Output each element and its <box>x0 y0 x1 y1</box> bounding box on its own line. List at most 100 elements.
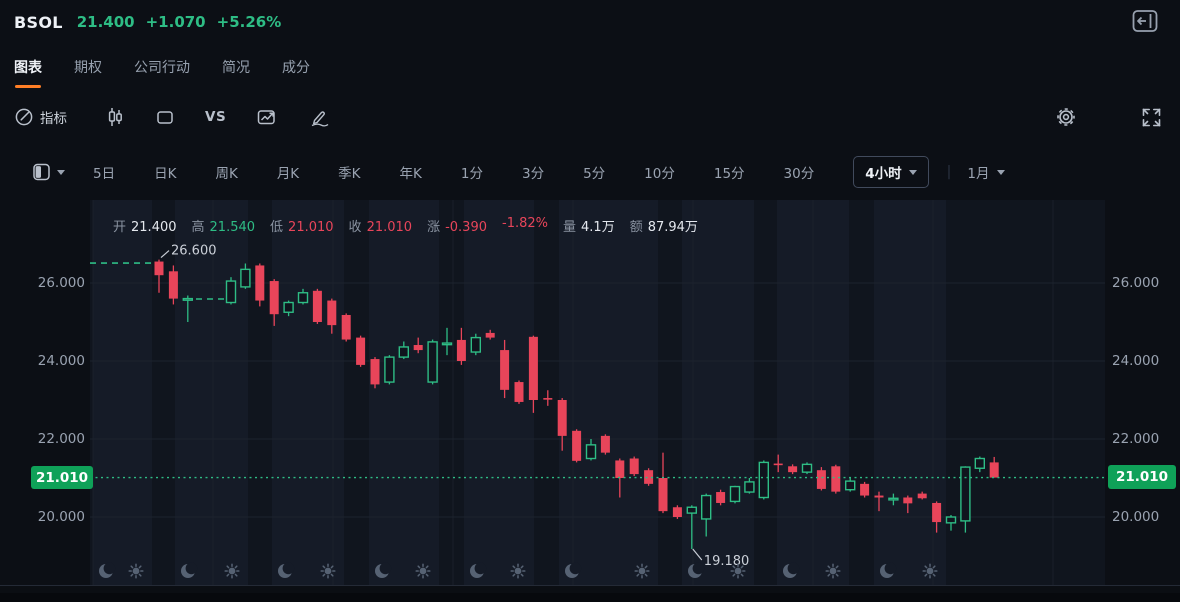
timeframe-item-9[interactable]: 10分 <box>644 166 675 182</box>
candle[interactable] <box>701 493 712 537</box>
legend-item: 收 21.010 <box>348 220 413 235</box>
tab-components[interactable]: 成分 <box>282 60 310 76</box>
tab-bar: 图表 期权 公司行动 简况 成分 <box>0 44 1180 90</box>
price-axis-label-right: 20.000 <box>1112 509 1160 525</box>
candle[interactable] <box>557 398 567 451</box>
candle[interactable] <box>686 505 697 549</box>
price-axis-label-left: 26.000 <box>37 275 85 291</box>
candle[interactable] <box>470 333 481 356</box>
candle[interactable] <box>974 456 985 473</box>
candle[interactable] <box>182 295 194 322</box>
indicator-button[interactable]: 指标 <box>14 107 67 127</box>
select-region-button[interactable] <box>155 107 175 127</box>
price-axis-label-right: 22.000 <box>1112 431 1160 447</box>
sun-icon <box>825 563 841 579</box>
candle[interactable] <box>917 491 927 500</box>
chart-pattern-button[interactable] <box>256 107 278 127</box>
candle[interactable] <box>572 429 582 463</box>
candle[interactable] <box>500 339 510 399</box>
candle[interactable] <box>312 288 322 324</box>
candle[interactable] <box>600 434 610 455</box>
tab-chart[interactable]: 图表 <box>14 44 42 90</box>
timeframe-item-4[interactable]: 季K <box>338 166 361 182</box>
chart-style-button[interactable] <box>105 106 125 128</box>
chart-settings-button[interactable] <box>1055 106 1077 128</box>
legend-item: 低 21.010 <box>270 220 334 235</box>
candle[interactable] <box>831 464 841 494</box>
candle[interactable] <box>225 277 237 305</box>
fullscreen-button[interactable] <box>1141 107 1162 128</box>
candle[interactable] <box>658 452 668 514</box>
candle[interactable] <box>903 495 913 514</box>
candle[interactable] <box>874 491 884 512</box>
legend-item: 高 21.540 <box>191 220 256 235</box>
candle[interactable] <box>413 337 423 354</box>
candle[interactable] <box>860 481 870 498</box>
candle[interactable] <box>327 298 337 334</box>
candle[interactable] <box>154 259 164 293</box>
timeframe-item-6[interactable]: 1分 <box>460 166 483 182</box>
candle[interactable] <box>932 501 942 533</box>
timeframe-item-8[interactable]: 5分 <box>583 166 606 182</box>
candle[interactable] <box>456 327 466 365</box>
candle[interactable] <box>528 335 538 413</box>
candle[interactable] <box>989 456 999 478</box>
candle[interactable] <box>398 341 409 360</box>
tab-profile[interactable]: 简况 <box>222 60 250 76</box>
candle[interactable] <box>441 327 453 356</box>
range-dropdown[interactable]: 1月 <box>967 162 1006 182</box>
layout-split-button[interactable] <box>33 163 65 181</box>
candle[interactable] <box>816 467 826 491</box>
timeframe-item-7[interactable]: 3分 <box>521 166 545 182</box>
candle[interactable] <box>801 462 813 475</box>
timeframe-item-11[interactable]: 30分 <box>783 166 815 182</box>
current-price-tag-right: 21.010 <box>1108 465 1176 489</box>
sun-icon <box>634 563 650 579</box>
candle[interactable] <box>729 485 741 504</box>
candle[interactable] <box>269 279 279 326</box>
timeframe-item-10[interactable]: 15分 <box>713 166 745 182</box>
candle[interactable] <box>168 265 178 305</box>
sun-icon <box>730 563 746 579</box>
candle[interactable] <box>845 478 856 492</box>
timeframe-selected-label: 4小时 <box>865 166 902 182</box>
candle[interactable] <box>356 335 366 367</box>
timeframe-item-5[interactable]: 年K <box>399 166 422 182</box>
timeframe-selected-dropdown[interactable]: 4小时 <box>853 156 929 188</box>
annotation-pointer <box>692 548 703 561</box>
moon-icon <box>688 562 705 578</box>
pen-icon <box>311 111 329 127</box>
tab-options[interactable]: 期权 <box>74 60 102 76</box>
candle[interactable] <box>773 454 783 473</box>
timeframe-item-0[interactable]: 5日 <box>93 166 116 182</box>
draw-button[interactable] <box>308 107 330 127</box>
timeframe-item-3[interactable]: 月K <box>276 166 300 182</box>
candle[interactable] <box>758 460 769 500</box>
candle[interactable] <box>255 263 265 307</box>
candle[interactable] <box>543 390 553 406</box>
tab-corporate-actions[interactable]: 公司行动 <box>134 60 190 76</box>
candle[interactable] <box>370 357 380 389</box>
candle[interactable] <box>514 380 524 404</box>
candle[interactable] <box>297 288 309 305</box>
candle[interactable] <box>744 478 755 494</box>
candle[interactable] <box>585 439 597 461</box>
candle[interactable] <box>716 489 726 506</box>
compare-button[interactable]: VS <box>205 109 226 125</box>
candle[interactable] <box>888 493 899 506</box>
candle[interactable] <box>341 313 351 342</box>
timeframe-item-2[interactable]: 周K <box>215 166 238 182</box>
candle[interactable] <box>283 300 294 317</box>
candle[interactable] <box>240 263 251 289</box>
candle[interactable] <box>672 505 682 519</box>
candle[interactable] <box>485 329 495 340</box>
candle[interactable] <box>644 468 654 486</box>
candle[interactable] <box>945 515 957 531</box>
collapse-panel-button[interactable] <box>1132 9 1158 33</box>
candle[interactable] <box>427 339 438 385</box>
candle[interactable] <box>629 456 639 477</box>
candle[interactable] <box>788 464 798 475</box>
candle[interactable] <box>384 355 395 385</box>
timeframe-item-1[interactable]: 日K <box>154 166 177 182</box>
